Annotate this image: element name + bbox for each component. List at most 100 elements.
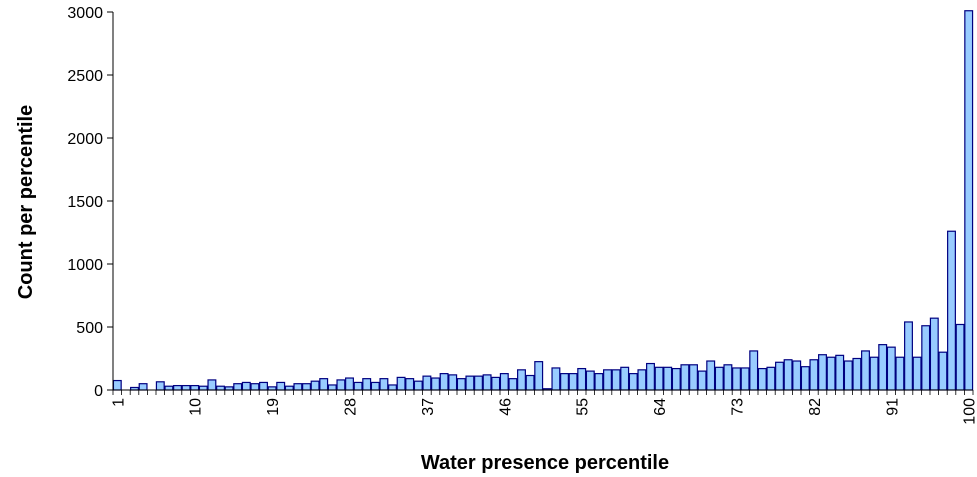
bar-88	[861, 350, 870, 391]
bar-80	[792, 360, 802, 391]
bar-71	[714, 366, 724, 391]
bar-98	[947, 230, 956, 391]
bar-12	[207, 379, 217, 391]
bar-4	[138, 383, 148, 391]
x-tick-label: 37	[420, 398, 437, 416]
bar-78	[775, 361, 784, 391]
bar-97	[938, 351, 948, 391]
axes	[112, 12, 973, 391]
bar-50	[534, 361, 544, 391]
bar-15	[233, 383, 243, 391]
bar-33	[388, 384, 397, 391]
x-tick-label: 64	[652, 398, 669, 416]
y-axis-title: Count per percentile	[15, 105, 37, 299]
bar-46	[499, 373, 509, 391]
x-tick-label: 28	[343, 398, 360, 416]
bar-28	[345, 377, 354, 391]
bar-27	[336, 379, 346, 391]
bar-84	[826, 356, 836, 391]
bar-54	[568, 373, 578, 391]
bar-7	[164, 385, 174, 391]
bar-57	[594, 373, 604, 391]
bar-73	[732, 367, 741, 391]
bar-37	[422, 375, 432, 391]
bar-83	[818, 354, 827, 391]
bar-92	[895, 356, 905, 391]
bar-13	[216, 385, 225, 391]
bar-52	[551, 367, 561, 391]
bar-49	[525, 374, 535, 391]
bar-95	[921, 325, 931, 391]
bar-29	[353, 381, 363, 391]
bar-10	[190, 384, 200, 391]
bar-76	[757, 367, 767, 391]
bar-82	[809, 359, 819, 391]
bar-17	[250, 383, 260, 391]
bar-99	[955, 323, 965, 391]
bar-62	[637, 369, 647, 391]
x-tick-label: 10	[188, 398, 205, 416]
y-tick-label: 1500	[67, 194, 103, 211]
bar-45	[491, 376, 501, 391]
bar-40	[448, 374, 458, 391]
bar-series	[112, 10, 974, 391]
y-tick-label: 1000	[67, 257, 103, 274]
bar-42	[465, 375, 475, 391]
bar-100	[964, 10, 974, 391]
bar-48	[517, 369, 526, 391]
bar-39	[439, 373, 449, 391]
y-tick-label: 0	[94, 383, 103, 400]
bar-63	[646, 362, 655, 391]
bar-26	[327, 384, 337, 391]
bar-90	[878, 344, 888, 391]
y-tick-label: 2000	[67, 131, 103, 148]
bar-36	[413, 380, 423, 391]
bar-38	[431, 377, 440, 391]
y-axis-ticks: 0 500 1000 1500 2000 2500 3000	[67, 5, 113, 400]
bar-60	[620, 366, 630, 391]
bar-25	[319, 378, 329, 391]
bar-85	[835, 354, 845, 391]
bar-66	[671, 367, 681, 391]
x-axis-ticks: 1 10 19 28 37 46 55 64 73 82 91 100	[110, 390, 977, 425]
bar-67	[680, 364, 690, 391]
y-tick-label: 500	[76, 320, 103, 337]
y-tick-label: 3000	[67, 5, 103, 22]
bar-8	[173, 384, 182, 391]
x-tick-label: 100	[962, 398, 977, 425]
bar-87	[852, 357, 862, 391]
bar-94	[912, 356, 922, 391]
x-tick-label: 82	[807, 398, 824, 416]
bar-32	[379, 378, 389, 391]
bar-16	[241, 381, 251, 391]
bar-44	[482, 374, 492, 391]
bar-41	[456, 378, 466, 391]
bar-11	[198, 385, 208, 391]
x-axis-title: Water presence percentile	[421, 452, 669, 474]
bar-22	[293, 383, 303, 391]
y-tick-label: 2500	[67, 68, 103, 85]
bar-23	[302, 383, 311, 391]
bar-18	[259, 381, 268, 391]
x-tick-label: 55	[575, 398, 592, 416]
bar-34	[396, 376, 406, 391]
bar-75	[749, 350, 759, 391]
bar-86	[843, 360, 853, 391]
bar-21	[284, 385, 294, 391]
bar-58	[603, 369, 612, 391]
bar-35	[405, 378, 415, 391]
bar-6	[155, 381, 165, 391]
bar-77	[766, 366, 776, 391]
bar-69	[697, 370, 707, 391]
bar-72	[723, 364, 733, 391]
bar-93	[904, 321, 913, 391]
bar-56	[585, 370, 595, 391]
bar-91	[886, 346, 896, 391]
bar-1	[112, 379, 122, 391]
bar-89	[869, 356, 879, 391]
bar-43	[474, 375, 483, 391]
bar-24	[310, 380, 320, 391]
x-tick-label: 91	[884, 398, 901, 416]
bar-64	[654, 366, 664, 391]
